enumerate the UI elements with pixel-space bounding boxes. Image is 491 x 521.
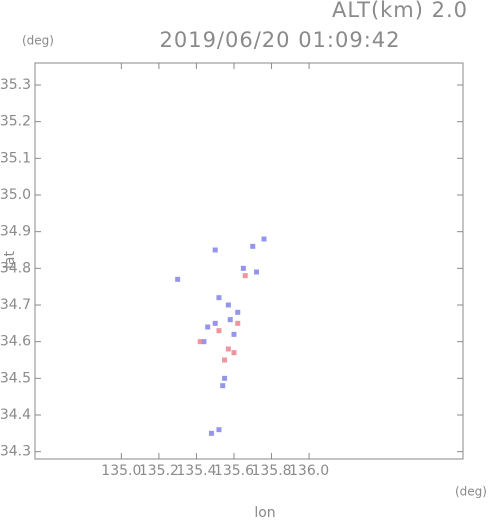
chart-subtitle: ALT(km) 2.0 bbox=[332, 0, 468, 22]
echo-point bbox=[212, 320, 218, 326]
x-tick-label: 136.0 bbox=[289, 463, 329, 479]
echo-point bbox=[208, 430, 214, 436]
x-tick-label: 135.8 bbox=[251, 463, 291, 479]
y-tick-label: 35.0 bbox=[0, 187, 31, 203]
echo-point bbox=[175, 276, 181, 282]
echo-point bbox=[197, 339, 203, 345]
echo-point bbox=[222, 357, 228, 363]
echo-point bbox=[225, 302, 231, 308]
x-tick-label: 135.4 bbox=[176, 463, 216, 479]
y-unit: (deg) bbox=[22, 34, 54, 48]
echo-point bbox=[242, 273, 248, 279]
echo-point bbox=[250, 243, 256, 249]
x-tick-label: 135.2 bbox=[139, 463, 179, 479]
echo-point bbox=[216, 295, 222, 301]
y-tick-label: 35.1 bbox=[0, 150, 31, 166]
echo-point bbox=[222, 375, 228, 381]
x-unit: (deg) bbox=[455, 485, 487, 499]
y-tick-label: 34.9 bbox=[0, 224, 31, 240]
echo-point bbox=[235, 320, 241, 326]
plot-frame bbox=[34, 62, 464, 460]
y-tick-label: 35.2 bbox=[0, 114, 31, 130]
echo-point bbox=[220, 383, 226, 389]
echo-point bbox=[225, 346, 231, 352]
echo-point bbox=[261, 236, 267, 242]
echo-point bbox=[212, 247, 218, 253]
y-tick-label: 34.8 bbox=[0, 260, 31, 276]
echo-point bbox=[254, 269, 260, 275]
x-axis-label: lon bbox=[254, 505, 275, 521]
echo-point bbox=[216, 427, 222, 433]
y-tick-label: 34.7 bbox=[0, 297, 31, 313]
echo-point bbox=[227, 317, 233, 323]
y-tick-label: 34.5 bbox=[0, 370, 31, 386]
x-tick-label: 135.6 bbox=[214, 463, 254, 479]
y-tick-label: 34.6 bbox=[0, 334, 31, 350]
chart-title: 2019/06/20 01:09:42 bbox=[159, 28, 400, 52]
echo-point bbox=[231, 350, 237, 356]
echo-point bbox=[231, 331, 237, 337]
y-tick-label: 34.3 bbox=[0, 444, 31, 460]
y-tick-label: 34.4 bbox=[0, 407, 31, 423]
x-tick-label: 135.0 bbox=[101, 463, 141, 479]
y-axis-label: lat bbox=[2, 251, 18, 269]
echo-point bbox=[240, 265, 246, 271]
echo-point bbox=[201, 339, 207, 345]
echo-point bbox=[205, 324, 211, 330]
echo-point bbox=[216, 328, 222, 334]
y-tick-label: 35.3 bbox=[0, 77, 31, 93]
echo-point bbox=[235, 309, 241, 315]
